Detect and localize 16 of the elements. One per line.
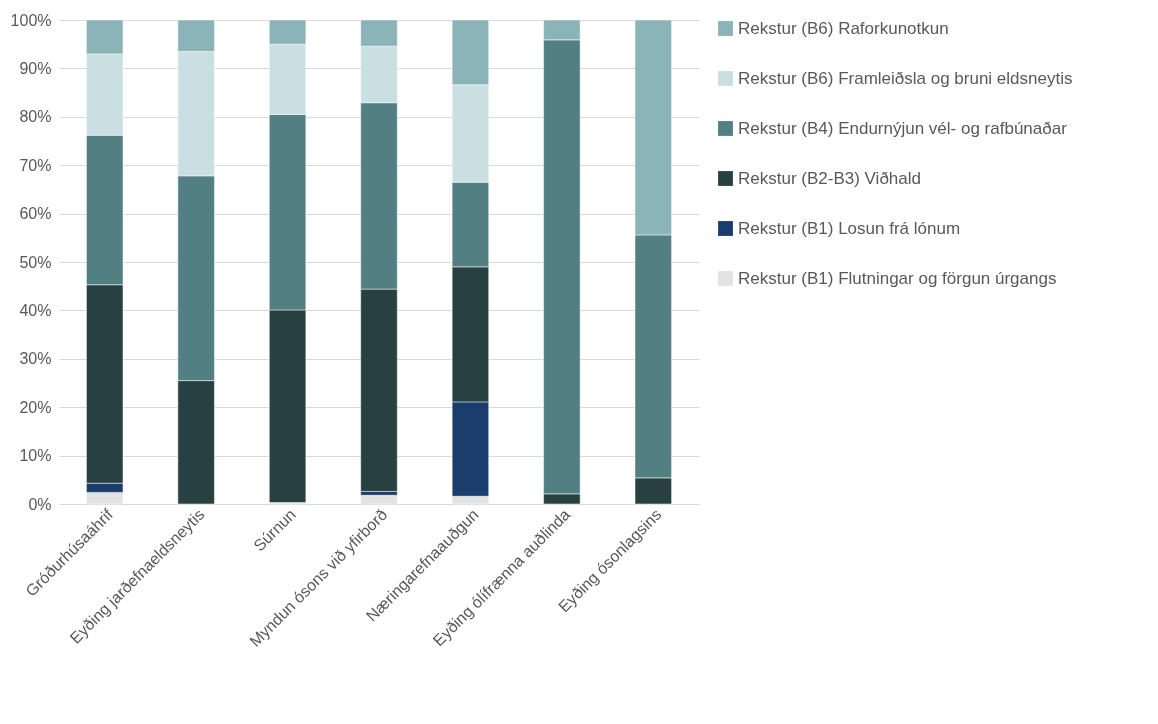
legend-label: Rekstur (B1) Flutningar og förgun úrgangs xyxy=(738,268,1057,288)
legend-label: Rekstur (B1) Losun frá lónum xyxy=(738,218,961,238)
legend-label: Rekstur (B6) Framleiðsla og bruni eldsneytis xyxy=(738,68,1073,88)
legend-label: Rekstur (B6) Raforkunotkun xyxy=(738,18,949,38)
y-tick-label: 30% xyxy=(19,350,52,368)
y-tick-label: 40% xyxy=(19,301,52,319)
y-tick-label: 50% xyxy=(19,253,52,271)
y-tick-label: 60% xyxy=(19,205,52,223)
y-tick-label: 70% xyxy=(19,156,52,174)
y-tick-label: 10% xyxy=(19,447,52,465)
y-tick-label: 80% xyxy=(19,108,52,126)
y-tick-label: 90% xyxy=(19,59,52,77)
legend-label: Rekstur (B4) Endurnýjun vél- og rafbúnaðar xyxy=(738,118,1068,138)
y-tick-label: 20% xyxy=(19,398,52,416)
legend-label: Rekstur (B2-B3) Viðhald xyxy=(738,168,921,188)
y-tick-label: 100% xyxy=(10,11,52,29)
